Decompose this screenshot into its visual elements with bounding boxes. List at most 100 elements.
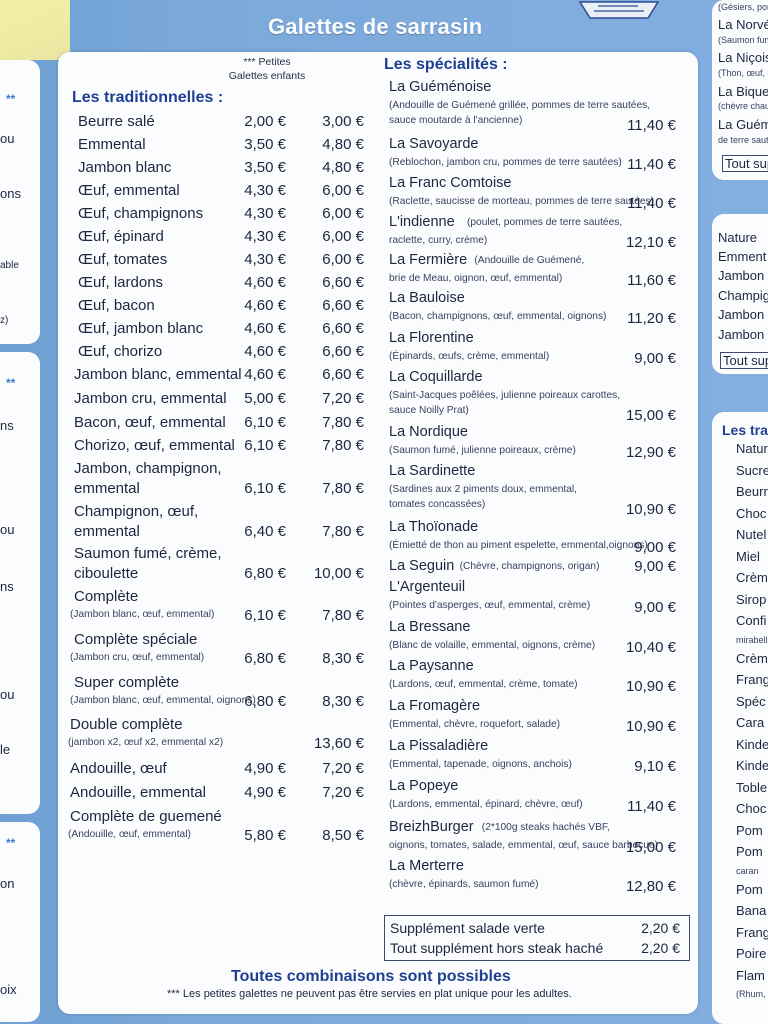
trad-item-price: 4,90 € <box>244 784 286 801</box>
trad-item-name: Super complète <box>74 674 180 691</box>
specialite-price: 12,10 € <box>625 234 676 251</box>
trad-item-price: 6,80 € <box>244 693 286 710</box>
specialite-description: (Sardines aux 2 piments doux, emmental, <box>389 484 577 495</box>
trad-item-name: Emmental <box>78 136 146 153</box>
trad-item-name: Œuf, tomates <box>78 251 168 268</box>
left-text-fragment: ns <box>0 579 14 594</box>
specialite-name: La Bressane <box>389 619 471 635</box>
trad-item-price: 5,80 € <box>244 827 286 844</box>
specialite-price: 15,00 € <box>625 407 676 424</box>
trad-item-name: Jambon blanc <box>78 159 172 176</box>
trad-item-price: 6,10 € <box>244 480 286 497</box>
trad-item-description: (Jambon blanc, œuf, emmental, oignons) <box>70 695 256 706</box>
specialite-description: brie de Meau, oignon, œuf, emmental) <box>389 273 563 284</box>
section-title-specialites: Les spécialités : <box>384 56 508 73</box>
specialite-name: La Florentine <box>389 330 474 346</box>
trad-item-kids-price: 7,80 € <box>322 414 364 431</box>
trad-item-kids-price: 10,00 € <box>313 565 364 582</box>
trad-item-name: Œuf, chorizo <box>78 343 163 360</box>
specialite-price: 11,60 € <box>627 272 676 289</box>
specialite-price: 12,90 € <box>625 444 676 461</box>
specialite-name: La Seguin <box>389 558 455 574</box>
trad-item-price: 4,60 € <box>244 366 286 383</box>
decorative-stars: ** <box>6 376 16 390</box>
trad-item-price: 6,10 € <box>244 414 286 431</box>
right-bottom-fragment: Miel <box>736 548 760 564</box>
left-panel-top <box>0 60 40 344</box>
trad-item-name: Double complète <box>70 716 183 733</box>
trad-item-kids-price: 6,00 € <box>322 205 364 222</box>
trad-item-price: 4,30 € <box>244 182 286 199</box>
supplement-price: 2,20 € <box>641 940 680 956</box>
specialite-name: La Popeye <box>389 778 459 794</box>
trad-item-name: Œuf, emmental <box>78 182 180 199</box>
specialite-price: 9,00 € <box>634 599 676 616</box>
trad-item-kids-price: 7,80 € <box>322 480 364 497</box>
trad-item-price: 4,30 € <box>244 228 286 245</box>
specialite-description-inline: (2*100g steaks hachés VBF, <box>481 822 610 833</box>
trad-item-name: Beurre salé <box>78 113 155 130</box>
trad-item-price: 6,80 € <box>244 565 286 582</box>
supplement-price: 2,20 € <box>641 920 680 936</box>
trad-item-price: 4,30 € <box>244 251 286 268</box>
right-bottom-fragment: Cara <box>736 715 765 730</box>
specialite-name: La Paysanne <box>389 658 474 674</box>
trad-item-name-cont: emmental <box>74 480 140 497</box>
right-top-fragment: (Thon, œuf, d <box>718 68 768 78</box>
specialite-price: 10,90 € <box>625 501 676 518</box>
right-bottom-fragment: Kinde <box>736 736 768 752</box>
trad-item-price: 3,50 € <box>244 159 286 176</box>
right-mid-button-fragment: Tout sup <box>720 352 768 369</box>
right-bottom-fragment: Confi <box>736 613 767 628</box>
trad-item-kids-price: 4,80 € <box>322 159 364 176</box>
specialite-description: (Raclette, saucisse de morteau, pommes d… <box>389 196 654 207</box>
specialite-name: La Guéménoise <box>389 79 492 95</box>
trad-item-name: Complète <box>74 588 139 605</box>
right-mid-fragment: Jambon <box>718 268 765 283</box>
specialite-description: (Pointes d'asperges, œuf, emmental, crèm… <box>389 600 591 611</box>
right-bottom-fragment: caran <box>736 865 759 876</box>
trad-item-price: 4,60 € <box>244 297 286 314</box>
right-bottom-fragment: Frang <box>736 924 768 940</box>
right-bottom-fragment: Flam <box>736 967 765 983</box>
trad-item-name: Champignon, œuf, <box>74 503 199 520</box>
specialite-name: La Coquillarde <box>389 369 483 385</box>
trad-item-description: (Jambon blanc, œuf, emmental) <box>70 609 215 620</box>
trad-item-kids-price: 6,00 € <box>322 251 364 268</box>
trad-item-price: 6,10 € <box>244 437 286 454</box>
trad-item-kids-price: 7,80 € <box>322 607 364 624</box>
specialite-description: oignons, tomates, salade, emmental, œuf,… <box>389 840 658 851</box>
right-panel-middle <box>712 214 768 374</box>
right-mid-fragment: Jambon <box>718 307 765 322</box>
trad-item-kids-price: 6,60 € <box>322 366 364 383</box>
right-bottom-fragment: Toble <box>736 779 768 795</box>
trad-item-name: Jambon blanc, emmental <box>74 366 242 383</box>
trad-item-kids-price: 6,60 € <box>322 343 364 360</box>
left-text-fragment: ou <box>0 687 15 702</box>
right-bottom-fragment: Pom <box>736 881 763 897</box>
trad-item-kids-price: 8,50 € <box>322 827 364 844</box>
specialite-description-inline: (poulet, pommes de terre sautées, <box>467 217 623 228</box>
supplement-label: Supplément salade verte <box>390 920 545 936</box>
trad-item-name: Chorizo, œuf, emmental <box>74 437 235 454</box>
trad-item-price: 4,60 € <box>244 343 286 360</box>
specialite-description-cont: tomates concassées) <box>389 499 486 510</box>
corner-decoration <box>0 0 70 60</box>
trad-item-price: 4,60 € <box>244 274 286 291</box>
specialite-description: (Andouille de Guémené grillée, pommes de… <box>389 100 651 111</box>
specialite-price: 10,90 € <box>625 678 676 695</box>
trad-item-kids-price: 7,20 € <box>322 760 364 777</box>
trad-item-description: (Andouille, œuf, emmental) <box>68 829 191 840</box>
right-top-fragment: La Niçois <box>718 50 768 65</box>
specialite-price: 9,10 € <box>634 758 676 775</box>
specialite-price: 15,00 € <box>625 839 676 856</box>
specialite-price: 10,40 € <box>625 639 676 656</box>
kids-note-line1: *** Petites <box>243 56 291 68</box>
right-bottom-fragment: Pom <box>736 822 763 838</box>
specialite-description: (Lardons, emmental, épinard, chèvre, œuf… <box>389 799 583 810</box>
right-mid-fragment: Champig <box>718 288 768 303</box>
left-text-fragment: able <box>0 260 19 271</box>
trad-item-name: Œuf, bacon <box>78 297 155 314</box>
trad-item-price: 2,00 € <box>244 113 286 130</box>
trad-item-description: (jambon x2, œuf x2, emmental x2) <box>68 737 224 748</box>
